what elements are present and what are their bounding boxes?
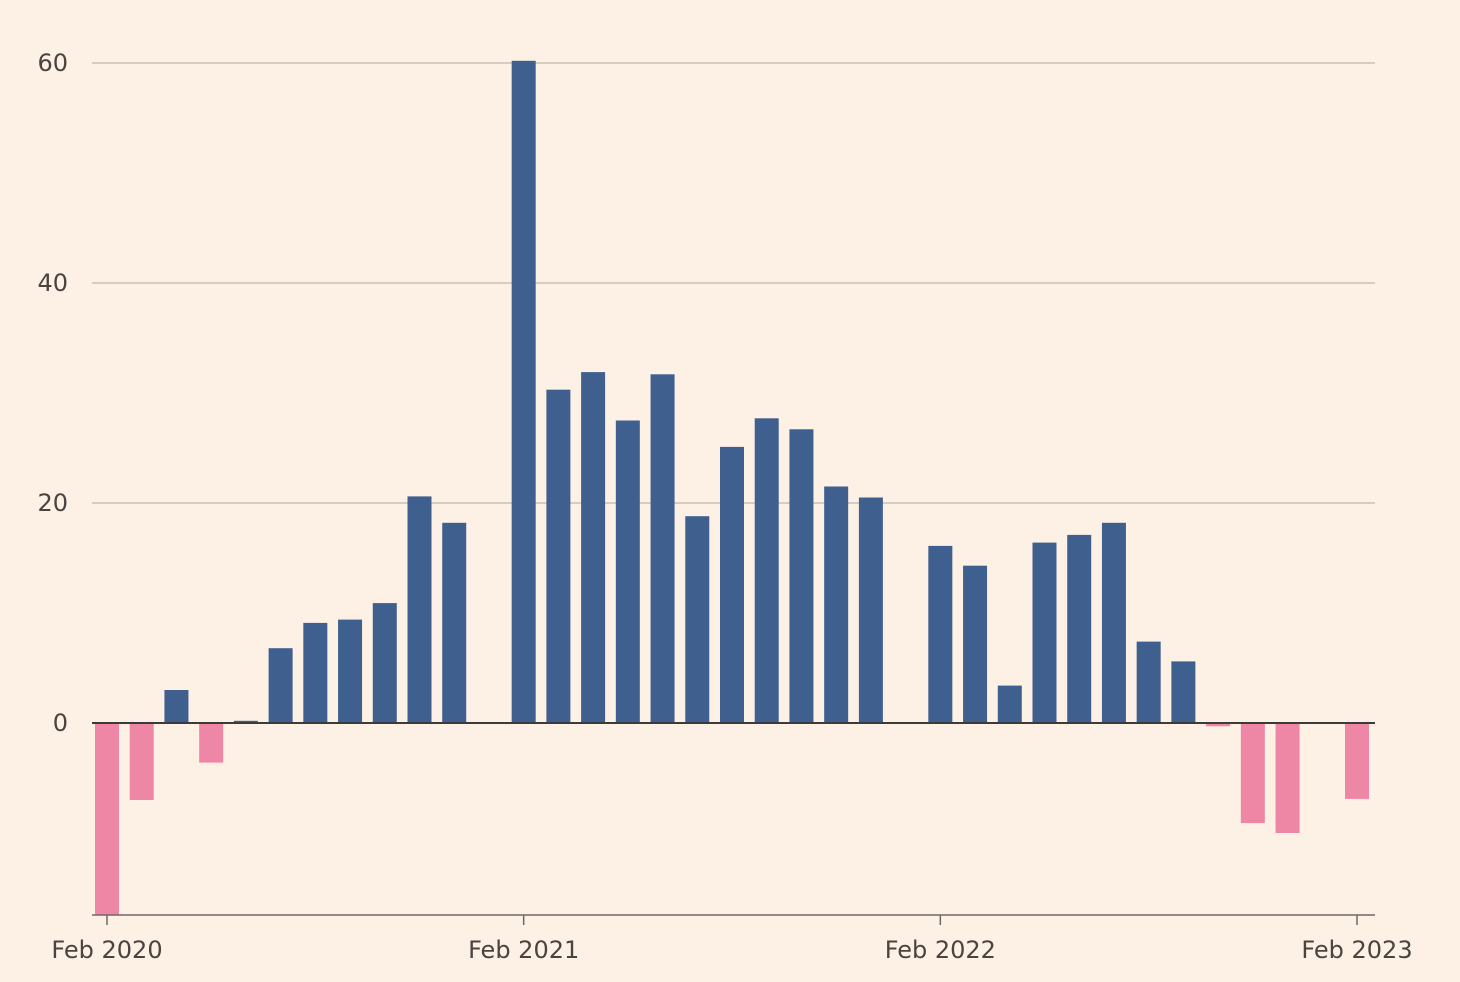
bar-2022-10	[1206, 723, 1231, 727]
bar-2021-05	[615, 420, 640, 723]
bar-2022-12	[1275, 723, 1300, 833]
y-tick-label-20: 20	[37, 489, 68, 517]
bar-2020-07	[268, 648, 293, 723]
x-tick-label-1: Feb 2020	[51, 936, 162, 964]
bar-2022-08	[1136, 641, 1161, 723]
bar-2020-04	[164, 690, 189, 723]
axis-layer	[92, 722, 1375, 925]
bar-2021-08	[720, 446, 744, 723]
bar-2021-12	[858, 497, 883, 723]
bar-2021-07	[685, 516, 710, 723]
x-tick-label-3: Feb 2022	[885, 936, 996, 964]
bar-2021-09	[754, 418, 779, 723]
bar-2021-02	[511, 60, 536, 724]
bar-2020-08	[303, 622, 328, 723]
bar-2020-05	[199, 723, 224, 763]
x-tick-label-2: Feb 2021	[468, 936, 579, 964]
bar-2022-07	[1101, 522, 1126, 723]
bar-2021-11	[824, 486, 849, 723]
bar-2022-03	[963, 565, 988, 723]
bar-2022-11	[1240, 723, 1265, 824]
bar-2021-10	[789, 429, 814, 723]
bar-2020-02	[95, 723, 119, 916]
bar-2023-02	[1345, 723, 1369, 799]
y-tick-label-60: 60	[37, 49, 68, 77]
bar-2022-02	[928, 545, 953, 723]
bar-2022-05	[1032, 542, 1057, 723]
bar-2021-03	[546, 389, 571, 723]
bar-2022-09	[1171, 661, 1196, 723]
bar-2022-04	[997, 685, 1022, 723]
y-tick-label-40: 40	[37, 269, 68, 297]
bar-2020-03	[129, 723, 154, 800]
grid-layer	[92, 62, 1375, 504]
bar-2020-06	[233, 720, 258, 723]
bar-2020-09	[338, 619, 363, 723]
bar-2020-10	[372, 603, 397, 723]
x-tick-label-4: Feb 2023	[1301, 936, 1412, 964]
bar-2020-11	[407, 496, 432, 723]
bar-2020-12	[442, 522, 467, 723]
y-tick-label-0: 0	[53, 709, 68, 737]
bar-2021-04	[581, 372, 606, 723]
label-layer: Feb 2020 Feb 2021 Feb 2022 Feb 2023 0 20 40 60	[37, 49, 1412, 964]
bar-layer	[95, 60, 1369, 916]
bar-2022-06	[1067, 534, 1092, 723]
bar-2021-06	[650, 374, 675, 723]
